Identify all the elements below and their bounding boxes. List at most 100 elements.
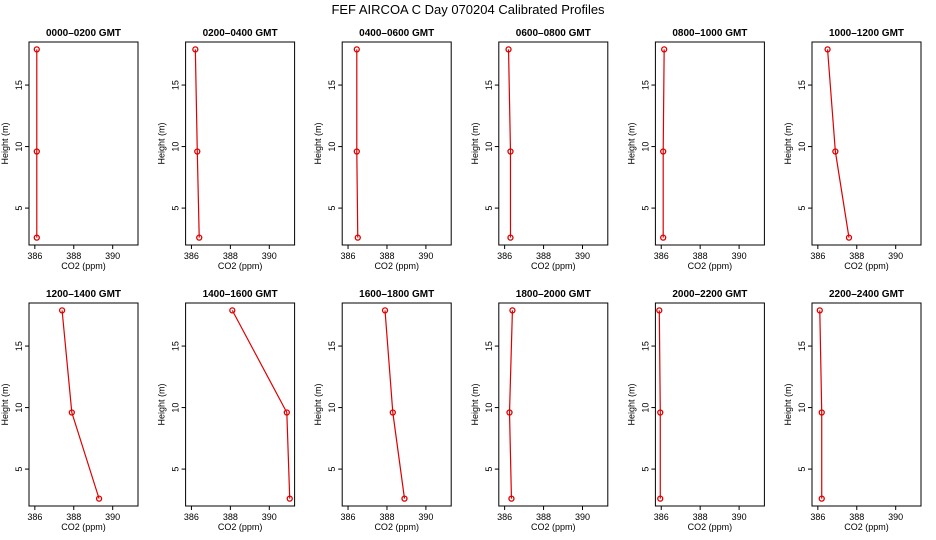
y-tick-label: 5	[327, 467, 337, 472]
y-axis-label: Height (m)	[0, 383, 10, 425]
y-axis-label: Height (m)	[783, 122, 793, 164]
data-point	[353, 148, 360, 155]
profile-line	[384, 310, 406, 499]
data-point	[507, 234, 514, 241]
x-tick-label: 388	[693, 512, 708, 522]
x-tick-label: 388	[536, 251, 551, 261]
data-point	[354, 234, 361, 241]
data-point	[508, 495, 515, 502]
plot-frame	[811, 41, 922, 246]
x-axis-label: CO2 (ppm)	[218, 522, 263, 532]
x-axis-label: CO2 (ppm)	[688, 261, 733, 271]
panel-title: 2000–2200 GMT	[672, 289, 747, 300]
profile-panel: 1000–1200 GMT 386 388 390 5 10 15 CO2 (ppm) Heig…	[783, 28, 922, 271]
y-tick-label: 5	[327, 206, 337, 211]
y-tick-label: 10	[484, 142, 494, 152]
panel-title: 0200–0400 GMT	[203, 28, 278, 39]
y-tick-label: 5	[14, 206, 24, 211]
y-tick-label: 10	[797, 142, 807, 152]
x-tick-label: 388	[693, 251, 708, 261]
x-axis-label: CO2 (ppm)	[374, 522, 419, 532]
y-axis-label: Height (m)	[470, 383, 480, 425]
y-axis-label: Height (m)	[783, 383, 793, 425]
profile-panel: 1600–1800 GMT 386 388 390 5 10 15 CO2 (ppm) Heig…	[313, 289, 452, 532]
x-tick-label: 388	[223, 512, 238, 522]
profile-panel: 0200–0400 GMT 386 388 390 5 10 15 CO2 (ppm) Heig…	[157, 28, 296, 271]
y-tick-label: 5	[797, 206, 807, 211]
y-tick-label: 10	[171, 142, 181, 152]
x-tick-label: 386	[27, 251, 42, 261]
x-axis-label: CO2 (ppm)	[844, 522, 889, 532]
panel-title: 0600–0800 GMT	[516, 28, 591, 39]
x-tick-label: 390	[262, 512, 277, 522]
data-point	[194, 148, 201, 155]
y-axis-label: Height (m)	[157, 122, 167, 164]
panel-title: 0800–1000 GMT	[672, 28, 747, 39]
data-point	[353, 46, 360, 53]
data-point	[818, 495, 825, 502]
panel-title: 1600–1800 GMT	[359, 289, 434, 300]
figure-title: FEF AIRCOA C Day 070204 Calibrated Profi…	[331, 2, 605, 17]
x-axis-label: CO2 (ppm)	[61, 522, 106, 532]
x-tick-label: 388	[379, 251, 394, 261]
plot-frame	[341, 302, 452, 507]
profile-panel: 1200–1400 GMT 386 388 390 5 10 15 CO2 (ppm) Heig…	[0, 289, 139, 532]
x-tick-label: 390	[575, 251, 590, 261]
x-tick-label: 390	[732, 512, 747, 522]
panel-title: 1400–1600 GMT	[203, 289, 278, 300]
plot-frame	[185, 302, 296, 507]
data-point	[68, 409, 75, 416]
y-tick-label: 10	[797, 403, 807, 413]
y-tick-label: 15	[484, 80, 494, 90]
panel-title: 1000–1200 GMT	[829, 28, 904, 39]
panel-title: 2200–2400 GMT	[829, 289, 904, 300]
x-tick-label: 386	[341, 512, 356, 522]
data-point	[505, 46, 512, 53]
x-tick-label: 386	[497, 512, 512, 522]
x-tick-label: 388	[66, 251, 81, 261]
panel-title: 0000–0200 GMT	[46, 28, 121, 39]
y-axis-label: Height (m)	[626, 383, 636, 425]
data-point	[286, 495, 293, 502]
data-point	[283, 409, 290, 416]
profile-line	[231, 310, 291, 499]
y-axis-label: Height (m)	[0, 122, 10, 164]
plot-frame	[654, 302, 765, 507]
x-axis-label: CO2 (ppm)	[531, 261, 576, 271]
data-point	[824, 46, 831, 53]
data-point	[657, 495, 664, 502]
panel-grid: 0000–0200 GMT 386 388 390 5 10 15 CO2 (ppm) Heig…	[0, 28, 922, 532]
plot-frame	[498, 41, 609, 246]
profile-line	[819, 310, 823, 499]
x-tick-label: 390	[105, 512, 120, 522]
x-tick-label: 386	[341, 251, 356, 261]
data-point	[660, 234, 667, 241]
data-point	[95, 495, 103, 502]
x-tick-label: 386	[810, 251, 825, 261]
y-tick-label: 5	[171, 467, 181, 472]
plot-frame	[28, 41, 139, 246]
y-axis-label: Height (m)	[313, 122, 323, 164]
profile-line	[662, 49, 665, 238]
data-point	[660, 148, 667, 155]
y-tick-label: 15	[797, 341, 807, 351]
y-tick-label: 10	[327, 142, 337, 152]
x-tick-label: 390	[732, 251, 747, 261]
data-point	[381, 307, 389, 314]
x-axis-label: CO2 (ppm)	[61, 261, 106, 271]
y-tick-label: 15	[327, 80, 337, 90]
data-point	[818, 409, 825, 416]
x-tick-label: 386	[184, 251, 199, 261]
y-tick-label: 10	[484, 403, 494, 413]
profile-line	[356, 49, 359, 238]
data-point	[58, 307, 66, 314]
data-point	[389, 409, 396, 416]
x-tick-label: 390	[888, 512, 903, 522]
data-point	[196, 234, 203, 241]
x-tick-label: 388	[849, 512, 864, 522]
x-axis-label: CO2 (ppm)	[531, 522, 576, 532]
data-point	[33, 148, 40, 155]
y-tick-label: 15	[640, 80, 650, 90]
profile-panel: 2000–2200 GMT 386 388 390 5 10 15 CO2 (ppm) Heig…	[626, 289, 765, 532]
